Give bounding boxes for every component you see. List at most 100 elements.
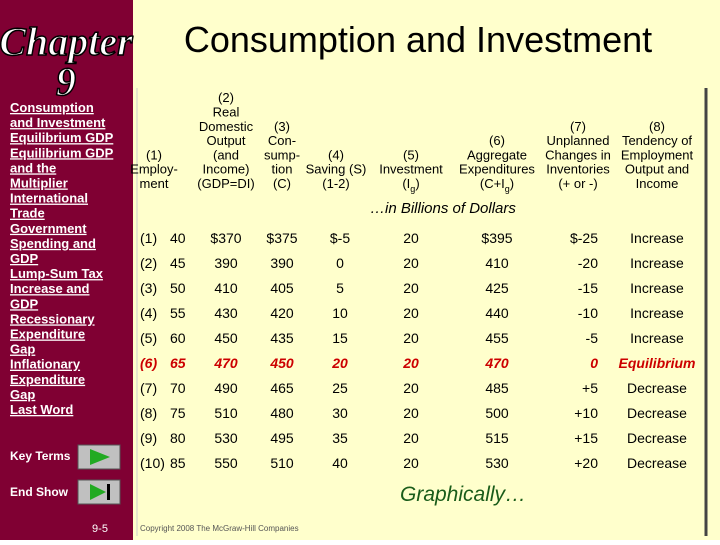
nav-link[interactable]: Recessionary [10, 311, 95, 326]
table-cell: 45 [170, 255, 186, 271]
nav-link[interactable]: and Investment [10, 115, 106, 130]
table-cell: 75 [170, 405, 186, 421]
column-header: (8) [649, 119, 665, 134]
nav-link[interactable]: Inflationary [10, 357, 81, 372]
nav-link[interactable]: Expenditure [10, 372, 85, 387]
column-header: (2) [218, 90, 234, 105]
key-terms-label: Key Terms [10, 449, 71, 463]
nav-link[interactable]: Lump-Sum Tax [10, 266, 104, 281]
column-header: Aggregate [467, 147, 527, 162]
column-header: sump- [264, 147, 300, 162]
table-cell: 430 [214, 305, 238, 321]
table-cell: 20 [403, 230, 419, 246]
column-header: Output [206, 133, 245, 148]
table-cell: 20 [403, 255, 419, 271]
header-tail: ) [415, 176, 419, 191]
table-cell: 465 [270, 380, 294, 396]
column-header: Changes in [545, 147, 611, 162]
table-cell: -15 [578, 280, 598, 296]
key-terms-button[interactable] [77, 444, 121, 470]
nav-link[interactable]: Government [10, 221, 87, 236]
nav-link[interactable]: Multiplier [10, 176, 68, 191]
table-cell: 485 [485, 380, 509, 396]
table-cell: (6) [140, 355, 157, 371]
table-cell: 10 [332, 305, 348, 321]
table-cell: 20 [331, 355, 348, 371]
table-cell: 20 [403, 430, 419, 446]
table-cell: Equilibrium [619, 355, 696, 371]
table-cell: $-25 [570, 230, 598, 246]
units-note: …in Billions of Dollars [370, 200, 516, 217]
table-cell: Increase [630, 305, 684, 321]
column-header: (C) [273, 176, 291, 191]
chapter-number: 9 [56, 59, 76, 104]
table-cell: 20 [403, 455, 419, 471]
table-cell: 425 [485, 280, 509, 296]
nav-link[interactable]: Spending and [10, 236, 96, 251]
table-cell: 480 [270, 405, 294, 421]
table-cell: 455 [485, 330, 509, 346]
nav-link[interactable]: International [10, 191, 88, 206]
nav-link[interactable]: Gap [10, 387, 35, 402]
table-cell: +20 [574, 455, 598, 471]
nav-link[interactable]: Last Word [10, 402, 73, 417]
column-header: Output and [625, 162, 689, 177]
table-cell: 15 [332, 330, 348, 346]
nav-link[interactable]: Equilibrium GDP [10, 130, 114, 145]
table-cell: 20 [403, 405, 419, 421]
table-cell: 70 [170, 380, 186, 396]
table-cell: +10 [574, 405, 598, 421]
header-sub: g [505, 184, 510, 194]
table-cell: 25 [332, 380, 348, 396]
table-cell: 440 [485, 305, 509, 321]
column-header: Investment [379, 162, 443, 177]
table-cell: 435 [270, 330, 294, 346]
table-cell: $395 [481, 230, 512, 246]
table-cell: (1) [140, 230, 157, 246]
table-cell: 30 [332, 405, 348, 421]
table-cell: 515 [485, 430, 509, 446]
table-cell: 405 [270, 280, 294, 296]
column-header: (7) [570, 119, 586, 134]
table-cell: 530 [214, 430, 238, 446]
column-header: Employment [621, 147, 694, 162]
table-cell: -10 [578, 305, 598, 321]
column-header: (1) [146, 147, 162, 162]
table-cell: 550 [214, 455, 238, 471]
table-cell: Increase [630, 255, 684, 271]
nav-link[interactable]: Expenditure [10, 327, 85, 342]
header-tail: ) [510, 176, 514, 191]
nav-link[interactable]: GDP [10, 251, 39, 266]
table-cell: 40 [170, 230, 186, 246]
nav-link[interactable]: Increase and [10, 281, 90, 296]
column-header: (3) [274, 119, 290, 134]
column-header: (GDP=DI) [197, 176, 254, 191]
column-header: Real [213, 105, 240, 120]
table-cell: 490 [214, 380, 238, 396]
table-cell: 60 [170, 330, 186, 346]
graphically-link[interactable]: Graphically… [400, 483, 526, 506]
table-cell: (5) [140, 330, 157, 346]
nav-link[interactable]: Trade [10, 206, 45, 221]
column-header: ment [140, 176, 169, 191]
table-cell: Decrease [627, 430, 687, 446]
nav-link[interactable]: Consumption [10, 100, 94, 115]
end-icon [90, 484, 106, 500]
column-header: Saving (S) [306, 162, 367, 177]
column-header: Expenditures [459, 162, 535, 177]
table-cell: (9) [140, 430, 157, 446]
copyright: Copyright 2008 The McGraw-Hill Companies [140, 524, 299, 533]
nav-link[interactable]: GDP [10, 296, 39, 311]
column-header: (5) [403, 147, 419, 162]
column-header: (+ or -) [558, 176, 597, 191]
nav-link[interactable]: and the [10, 160, 56, 175]
table-cell: 20 [402, 355, 419, 371]
column-header: Income [636, 176, 679, 191]
column-header: Employ- [130, 162, 178, 177]
table-cell: 510 [270, 455, 294, 471]
end-show-label: End Show [10, 485, 69, 499]
table-cell: 410 [214, 280, 238, 296]
nav-link[interactable]: Equilibrium GDP [10, 145, 114, 160]
nav-link[interactable]: Gap [10, 342, 35, 357]
